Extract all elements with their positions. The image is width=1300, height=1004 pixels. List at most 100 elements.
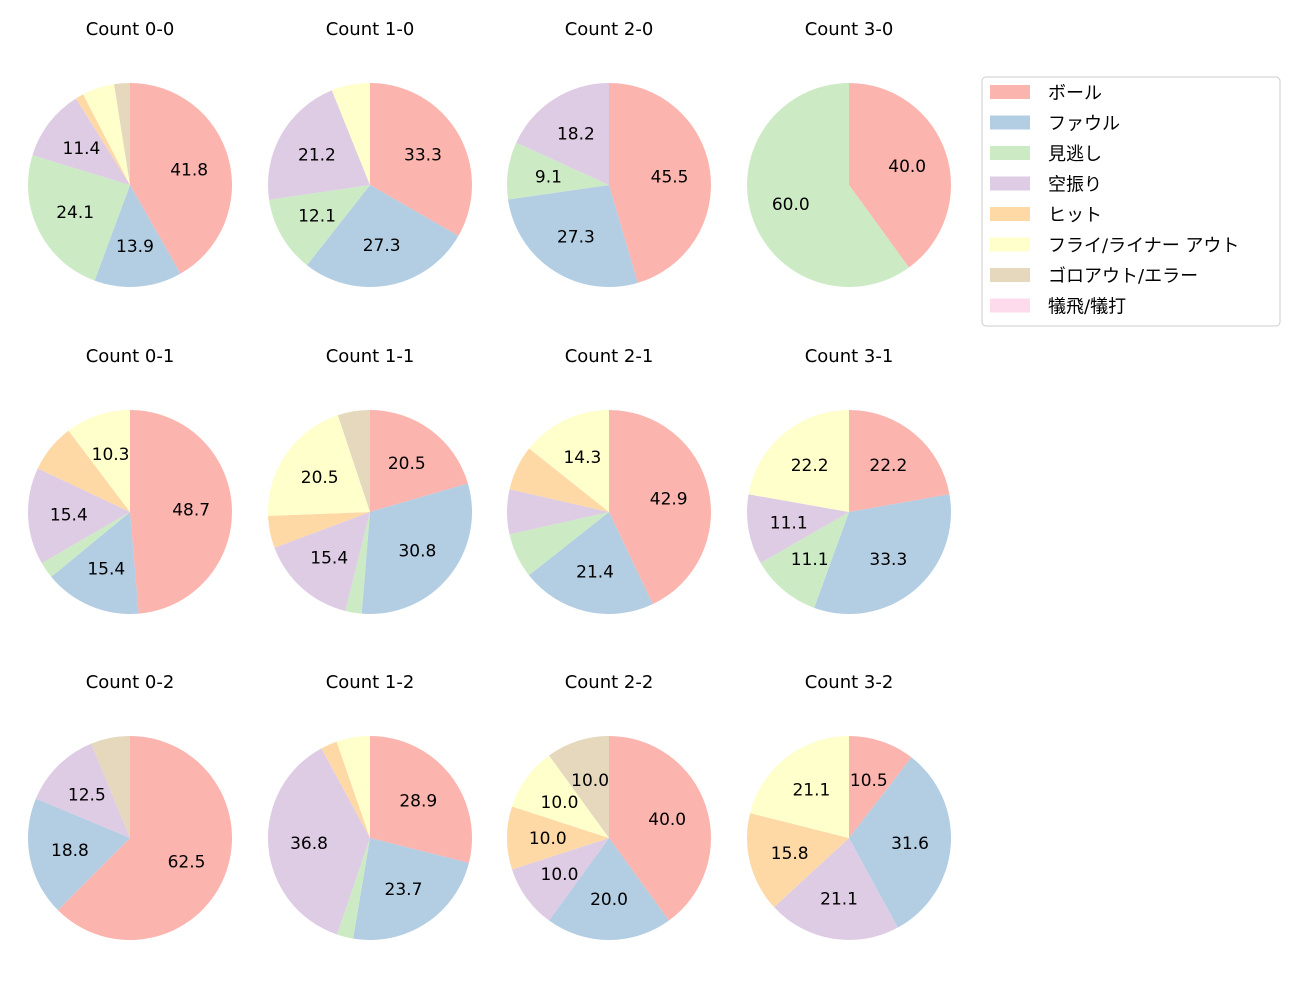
pie-slice: [849, 83, 951, 268]
pie-slice: [774, 838, 898, 940]
legend-label: ファウル: [1048, 114, 1120, 135]
pie-slice: [268, 512, 370, 548]
pie-slice: [57, 736, 232, 940]
pie-slice: [268, 748, 370, 935]
pie-slice: [114, 83, 130, 185]
pie-title: Count 1-0: [326, 19, 415, 40]
slice-label: 20.5: [388, 454, 426, 474]
pie-slice: [337, 410, 370, 512]
slice-label: 62.5: [168, 852, 206, 872]
pie-chart: Count 0-2 62.5 18.8 12.5: [27, 672, 232, 940]
legend-label: ゴロアウト/エラー: [1048, 266, 1198, 287]
pie-slice: [509, 448, 609, 512]
slice-label: 15.8: [771, 844, 809, 864]
pie-slice: [91, 736, 130, 838]
pie-slice: [37, 430, 130, 512]
pie-slice: [267, 90, 370, 200]
pie-title: Count 1-1: [326, 346, 415, 367]
pie-slice: [748, 410, 849, 512]
pie-slice: [269, 185, 370, 266]
pie-slice: [32, 98, 130, 185]
slice-label: 33.3: [869, 550, 907, 570]
slice-label: 15.4: [87, 559, 125, 579]
pie-title: Count 0-2: [86, 672, 175, 693]
pie-slice: [68, 410, 130, 512]
pie-slice: [28, 155, 130, 281]
pie-slice: [528, 512, 653, 615]
pie-slice: [609, 83, 712, 283]
slice-label: 12.5: [68, 786, 106, 806]
slice-label: 60.0: [772, 195, 810, 215]
pie-slice: [509, 512, 609, 576]
slice-label: 11.1: [770, 514, 808, 534]
pie-slice: [549, 838, 669, 940]
slice-label: 10.0: [571, 771, 609, 791]
slice-label: 11.4: [63, 139, 101, 159]
pie-slice: [507, 489, 609, 535]
slice-label: 45.5: [651, 167, 689, 187]
slice-label: 13.9: [116, 237, 154, 257]
pie-slice: [516, 83, 609, 185]
pie-slice: [609, 410, 711, 605]
legend-swatch: [990, 176, 1030, 191]
slice-label: 10.0: [541, 865, 579, 885]
slice-label: 48.7: [172, 500, 210, 520]
legend-swatch: [990, 115, 1030, 130]
slice-label: 18.8: [51, 841, 89, 861]
pie-slice: [747, 83, 909, 287]
pie-slice: [361, 483, 472, 614]
legend-swatch: [990, 85, 1030, 99]
pie-slice: [747, 494, 849, 563]
pie-slice: [511, 838, 609, 921]
slice-label: 30.8: [398, 542, 436, 562]
slice-label: 24.1: [56, 203, 94, 223]
slice-label: 21.1: [792, 781, 830, 801]
pie-title: Count 0-1: [86, 346, 175, 367]
pie-chart: Count 2-1 42.9 21.4 14.3: [507, 346, 711, 615]
pie-slice: [507, 142, 609, 200]
slice-label: 23.7: [385, 880, 423, 900]
pie-slice: [28, 468, 130, 564]
slice-label: 33.3: [404, 145, 442, 165]
slice-label: 40.0: [888, 157, 926, 177]
slice-label: 12.1: [298, 207, 336, 227]
legend-label: 見逃し: [1048, 144, 1102, 165]
pie-slice: [849, 757, 951, 928]
pie-title: Count 0-0: [86, 19, 175, 40]
pie-chart: Count 3-2 10.5 31.6 21.1 15.8 21.1: [747, 672, 951, 940]
pie-slice: [549, 736, 609, 838]
pie-chart: Count 0-0 41.8 13.9 24.1 11.4: [28, 19, 233, 287]
slice-label: 10.3: [92, 445, 130, 465]
pie-slice: [306, 185, 459, 287]
legend-swatch: [990, 268, 1030, 282]
legend-label: ヒット: [1048, 205, 1102, 226]
pie-chart: Count 3-0 40.0 60.0: [747, 19, 951, 287]
legend-swatch: [990, 298, 1030, 313]
pie-slice: [747, 813, 849, 908]
pie-slice: [75, 94, 130, 185]
slice-label: 21.4: [576, 563, 614, 583]
pie-slice: [609, 736, 712, 921]
pie-slice: [849, 736, 912, 838]
pie-title: Count 3-2: [805, 672, 894, 693]
slice-label: 42.9: [650, 490, 688, 510]
pie-slice: [849, 410, 950, 512]
pie-slice: [268, 415, 370, 516]
legend-label: ボール: [1048, 83, 1102, 104]
pie-title: Count 2-2: [565, 672, 654, 693]
slice-label: 11.1: [791, 550, 829, 570]
pie-slice: [51, 512, 139, 615]
slice-label: 41.8: [170, 160, 208, 180]
slice-label: 10.0: [529, 829, 567, 849]
legend-label: フライ/ライナー アウト: [1048, 236, 1239, 257]
slice-label: 21.2: [298, 146, 336, 166]
pie-slice: [508, 185, 638, 287]
pie-slice: [370, 410, 468, 512]
slice-label: 14.3: [563, 448, 601, 468]
legend-swatch: [990, 146, 1030, 160]
slice-label: 40.0: [648, 810, 686, 830]
pie-slice: [331, 83, 370, 185]
pie-slice: [760, 512, 849, 608]
